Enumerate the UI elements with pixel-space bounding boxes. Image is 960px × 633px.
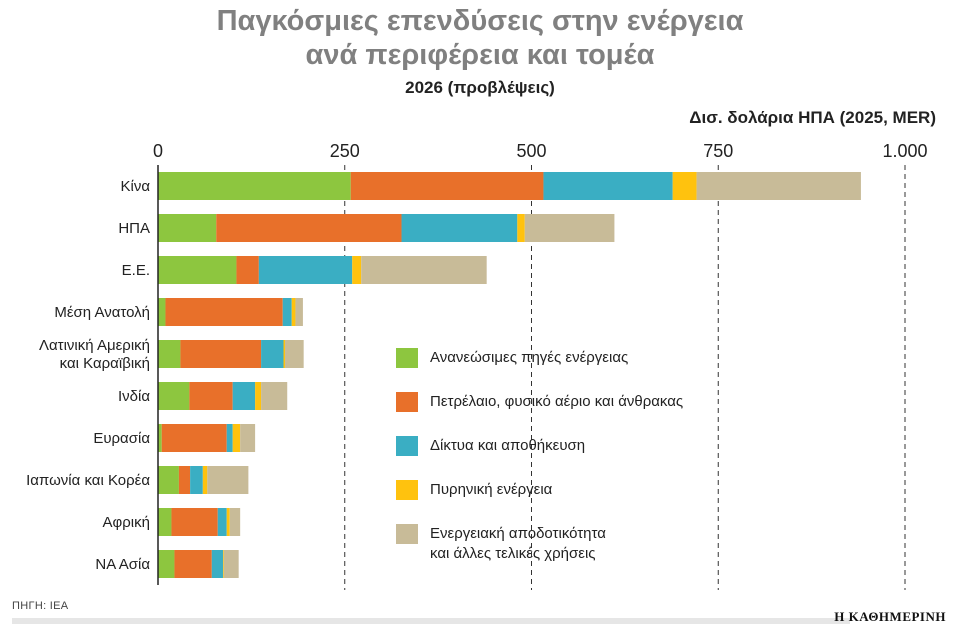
category-label: Αφρική — [103, 514, 150, 531]
bar-segment — [226, 508, 230, 536]
x-tick-labels: 0 250 500 750 1.000 — [153, 141, 928, 161]
bar-segment — [158, 172, 351, 200]
bar-segment — [524, 214, 615, 242]
bar-segment — [174, 550, 212, 578]
x-tick-label: 500 — [516, 141, 546, 161]
footer-bar — [12, 618, 850, 624]
category-label: ΝΑ Ασία — [95, 556, 150, 573]
bar-segment — [672, 172, 697, 200]
chart-subtitle: 2026 (προβλέψεις) — [405, 78, 555, 97]
bar-segment — [226, 424, 233, 452]
source-note: ΠΗΓΗ: IEA — [12, 600, 69, 612]
bar-segment — [352, 256, 362, 284]
bar-segment — [291, 298, 296, 326]
bar-segment — [517, 214, 525, 242]
bar-segment — [202, 466, 208, 494]
category-label: Ευρασία — [93, 430, 150, 447]
bar-segment — [240, 424, 256, 452]
legend-label: Δίκτυα και αποθήκευση — [430, 437, 586, 454]
bar-segment — [171, 508, 218, 536]
category-label: Κίνα — [120, 178, 150, 195]
bar-segment — [223, 550, 239, 578]
bar-segment — [217, 508, 227, 536]
bar-segment — [158, 298, 166, 326]
bar-segment — [158, 256, 237, 284]
bar-segment — [189, 382, 233, 410]
bar-segment — [255, 382, 262, 410]
bar-segment — [232, 424, 241, 452]
bar-segment — [165, 298, 283, 326]
unit-label: Δισ. δολάρια ΗΠΑ (2025, MER) — [689, 108, 936, 127]
bar-segment — [283, 340, 285, 368]
bar-segment — [158, 424, 162, 452]
bar-segment — [158, 466, 179, 494]
legend-swatch — [396, 524, 418, 544]
category-label: Ινδία — [118, 388, 150, 405]
bar-segment — [236, 256, 259, 284]
bar-segment — [261, 382, 288, 410]
category-label: Ε.Ε. — [122, 262, 150, 279]
bar-segment — [158, 550, 175, 578]
bar-segment — [180, 340, 262, 368]
bar-segment — [216, 214, 402, 242]
bar-segment — [207, 466, 249, 494]
legend-label: Ενεργειακή αποδοτικότητα και άλλες τελικ… — [430, 525, 606, 562]
bar-segment — [222, 550, 224, 578]
bar-segment — [284, 340, 304, 368]
category-label: Ιαπωνία και Κορέα — [26, 472, 150, 489]
bar-segment — [158, 214, 217, 242]
bar-segment — [361, 256, 487, 284]
bar-segment — [158, 508, 172, 536]
bar-segment — [158, 340, 181, 368]
title-line-1: Παγκόσμιες επενδύσεις στην ενέργεια — [216, 5, 744, 37]
bar-segment — [229, 508, 241, 536]
legend-swatch — [396, 480, 418, 500]
legend-label: Ανανεώσιμες πηγές ενέργειας — [430, 349, 629, 366]
bar-segment — [232, 382, 256, 410]
legend-label: Πετρέλαιο, φυσικό αέριο και άνθρακας — [430, 393, 684, 410]
title-line-2: ανά περιφέρεια και τομέα — [305, 39, 655, 71]
bars — [158, 172, 861, 578]
bar-segment — [261, 340, 284, 368]
category-label: Λατινική Αμερική και Καραϊβική — [39, 337, 150, 372]
bar-segment — [211, 550, 223, 578]
category-labels: Κίνα ΗΠΑ Ε.Ε. Μέση Ανατολή Λατινική Αμερική κ… — [26, 178, 150, 573]
legend-swatch — [396, 348, 418, 368]
chart-title: Παγκόσμιες επενδύσεις στην ενέργεια ανά … — [0, 4, 960, 72]
legend-swatch — [396, 436, 418, 456]
bar-segment — [696, 172, 861, 200]
x-tick-label: 1.000 — [882, 141, 927, 161]
publisher-logo: Η ΚΑΘΗΜΕΡΙΝΗ — [834, 609, 946, 624]
bar-segment — [190, 466, 203, 494]
x-tick-label: 250 — [330, 141, 360, 161]
bar-segment — [258, 256, 353, 284]
bar-segment — [158, 382, 190, 410]
bar-segment — [350, 172, 544, 200]
bar-segment — [178, 466, 191, 494]
x-tick-label: 0 — [153, 141, 163, 161]
bar-segment — [543, 172, 673, 200]
bar-segment — [295, 298, 303, 326]
bar-segment — [282, 298, 292, 326]
x-tick-label: 750 — [703, 141, 733, 161]
gridlines — [344, 165, 906, 590]
legend-label: Πυρηνική ενέργεια — [430, 481, 553, 498]
bar-segment — [161, 424, 227, 452]
category-label: Μέση Ανατολή — [54, 304, 150, 321]
bar-segment — [401, 214, 518, 242]
category-label: ΗΠΑ — [118, 220, 150, 237]
legend-swatch — [396, 392, 418, 412]
